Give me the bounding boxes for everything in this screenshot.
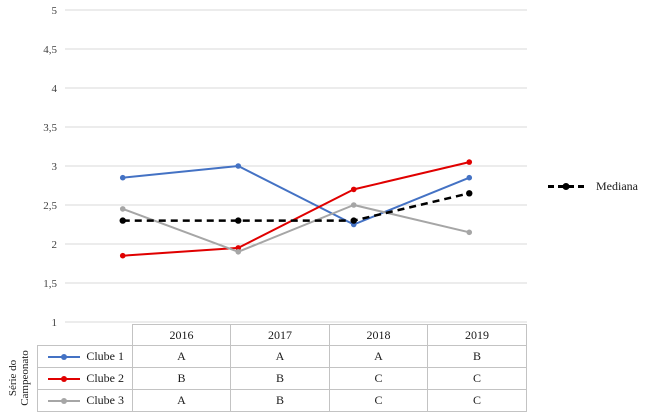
data-point-mediana bbox=[119, 217, 126, 224]
data-point-clube-2 bbox=[350, 186, 357, 193]
table-header-2016: 2016 bbox=[133, 324, 231, 346]
y-axis-tick-label: 5 bbox=[52, 5, 58, 17]
table-row-label-clube3: Clube 3 bbox=[37, 390, 133, 412]
table-axis-title: Série do Campeonato bbox=[1, 344, 37, 412]
data-point-clube-3 bbox=[119, 206, 126, 212]
table-cell-clube1-2016: A bbox=[133, 346, 231, 368]
clube2-label: Clube 2 bbox=[86, 371, 124, 385]
series-line-clube-1 bbox=[122, 165, 470, 226]
y-axis-tick-label: 2,5 bbox=[43, 200, 57, 212]
data-point-clube-3 bbox=[466, 229, 473, 236]
table-cell-clube3-2019: C bbox=[428, 390, 527, 412]
data-point-clube-1 bbox=[466, 174, 473, 181]
clube1-marker-icon bbox=[61, 353, 68, 360]
table-row-label-clube1: Clube 1 bbox=[37, 346, 133, 368]
clube2-line-icon bbox=[48, 375, 81, 382]
y-axis-tick-label: 4,5 bbox=[43, 44, 57, 56]
table-header-2019: 2019 bbox=[428, 324, 527, 346]
table-cell-clube3-2018: C bbox=[330, 390, 428, 412]
clube3-label: Clube 3 bbox=[86, 393, 124, 407]
clube3-line-icon bbox=[48, 397, 81, 404]
table-cell-clube2-2018: C bbox=[330, 368, 428, 390]
table-axis-title-text: Série do Campeonato bbox=[7, 350, 31, 406]
y-axis-tick-label: 3 bbox=[52, 161, 58, 173]
data-point-clube-2 bbox=[466, 159, 473, 165]
table-cell-clube2-2019: C bbox=[428, 368, 527, 390]
data-point-clube-3 bbox=[235, 249, 242, 255]
table-cell-clube1-2018: A bbox=[330, 346, 428, 368]
clube1-line-icon bbox=[48, 353, 81, 360]
table-header-empty-cell bbox=[37, 324, 133, 346]
chart-legend: Mediana bbox=[548, 178, 648, 194]
clube3-marker-icon bbox=[61, 397, 68, 404]
series-line-clube-3 bbox=[122, 204, 470, 253]
data-point-clube-1 bbox=[235, 163, 242, 169]
data-point-clube-2 bbox=[235, 245, 242, 251]
table-cell-clube3-2016: A bbox=[133, 390, 231, 412]
data-point-clube-2 bbox=[119, 252, 126, 259]
table-cell-clube2-2017: B bbox=[231, 368, 330, 390]
axis-title-line2: Campeonato bbox=[19, 350, 32, 406]
data-point-mediana bbox=[350, 217, 357, 224]
axis-title-line1: Série do bbox=[7, 359, 20, 397]
legend-label-mediana: Mediana bbox=[596, 178, 638, 193]
table-cell-clube1-2017: A bbox=[231, 346, 330, 368]
y-axis-tick-label: 1 bbox=[52, 317, 58, 329]
clube1-label: Clube 1 bbox=[86, 349, 124, 363]
data-table: 2016 2017 2018 2019 Clube 1 A A A B Club… bbox=[37, 324, 527, 412]
data-point-clube-1 bbox=[119, 174, 126, 181]
y-axis-tick-label: 3,5 bbox=[43, 122, 57, 134]
y-axis-tick-label: 4 bbox=[52, 83, 58, 95]
data-point-mediana bbox=[235, 217, 242, 224]
table-cell-clube1-2019: B bbox=[428, 346, 527, 368]
clube2-marker-icon bbox=[61, 375, 68, 382]
data-point-clube-3 bbox=[350, 202, 357, 208]
y-axis-tick-label: 1,5 bbox=[43, 278, 57, 290]
table-row-label-clube2: Clube 2 bbox=[37, 368, 133, 390]
mediana-dashed-line-icon bbox=[548, 182, 584, 190]
series-line-mediana bbox=[122, 192, 470, 222]
table-cell-clube3-2017: B bbox=[231, 390, 330, 412]
line-chart: 5 4,5 4 3,5 3 2,5 2 1,5 1 bbox=[43, 5, 527, 329]
table-header-2018: 2018 bbox=[330, 324, 428, 346]
table-header-2017: 2017 bbox=[231, 324, 330, 346]
mediana-marker-icon bbox=[562, 182, 570, 190]
y-axis-tick-label: 2 bbox=[52, 239, 58, 251]
series-line-clube-2 bbox=[122, 161, 470, 257]
table-cell-clube2-2016: B bbox=[133, 368, 231, 390]
data-point-mediana bbox=[466, 190, 473, 197]
